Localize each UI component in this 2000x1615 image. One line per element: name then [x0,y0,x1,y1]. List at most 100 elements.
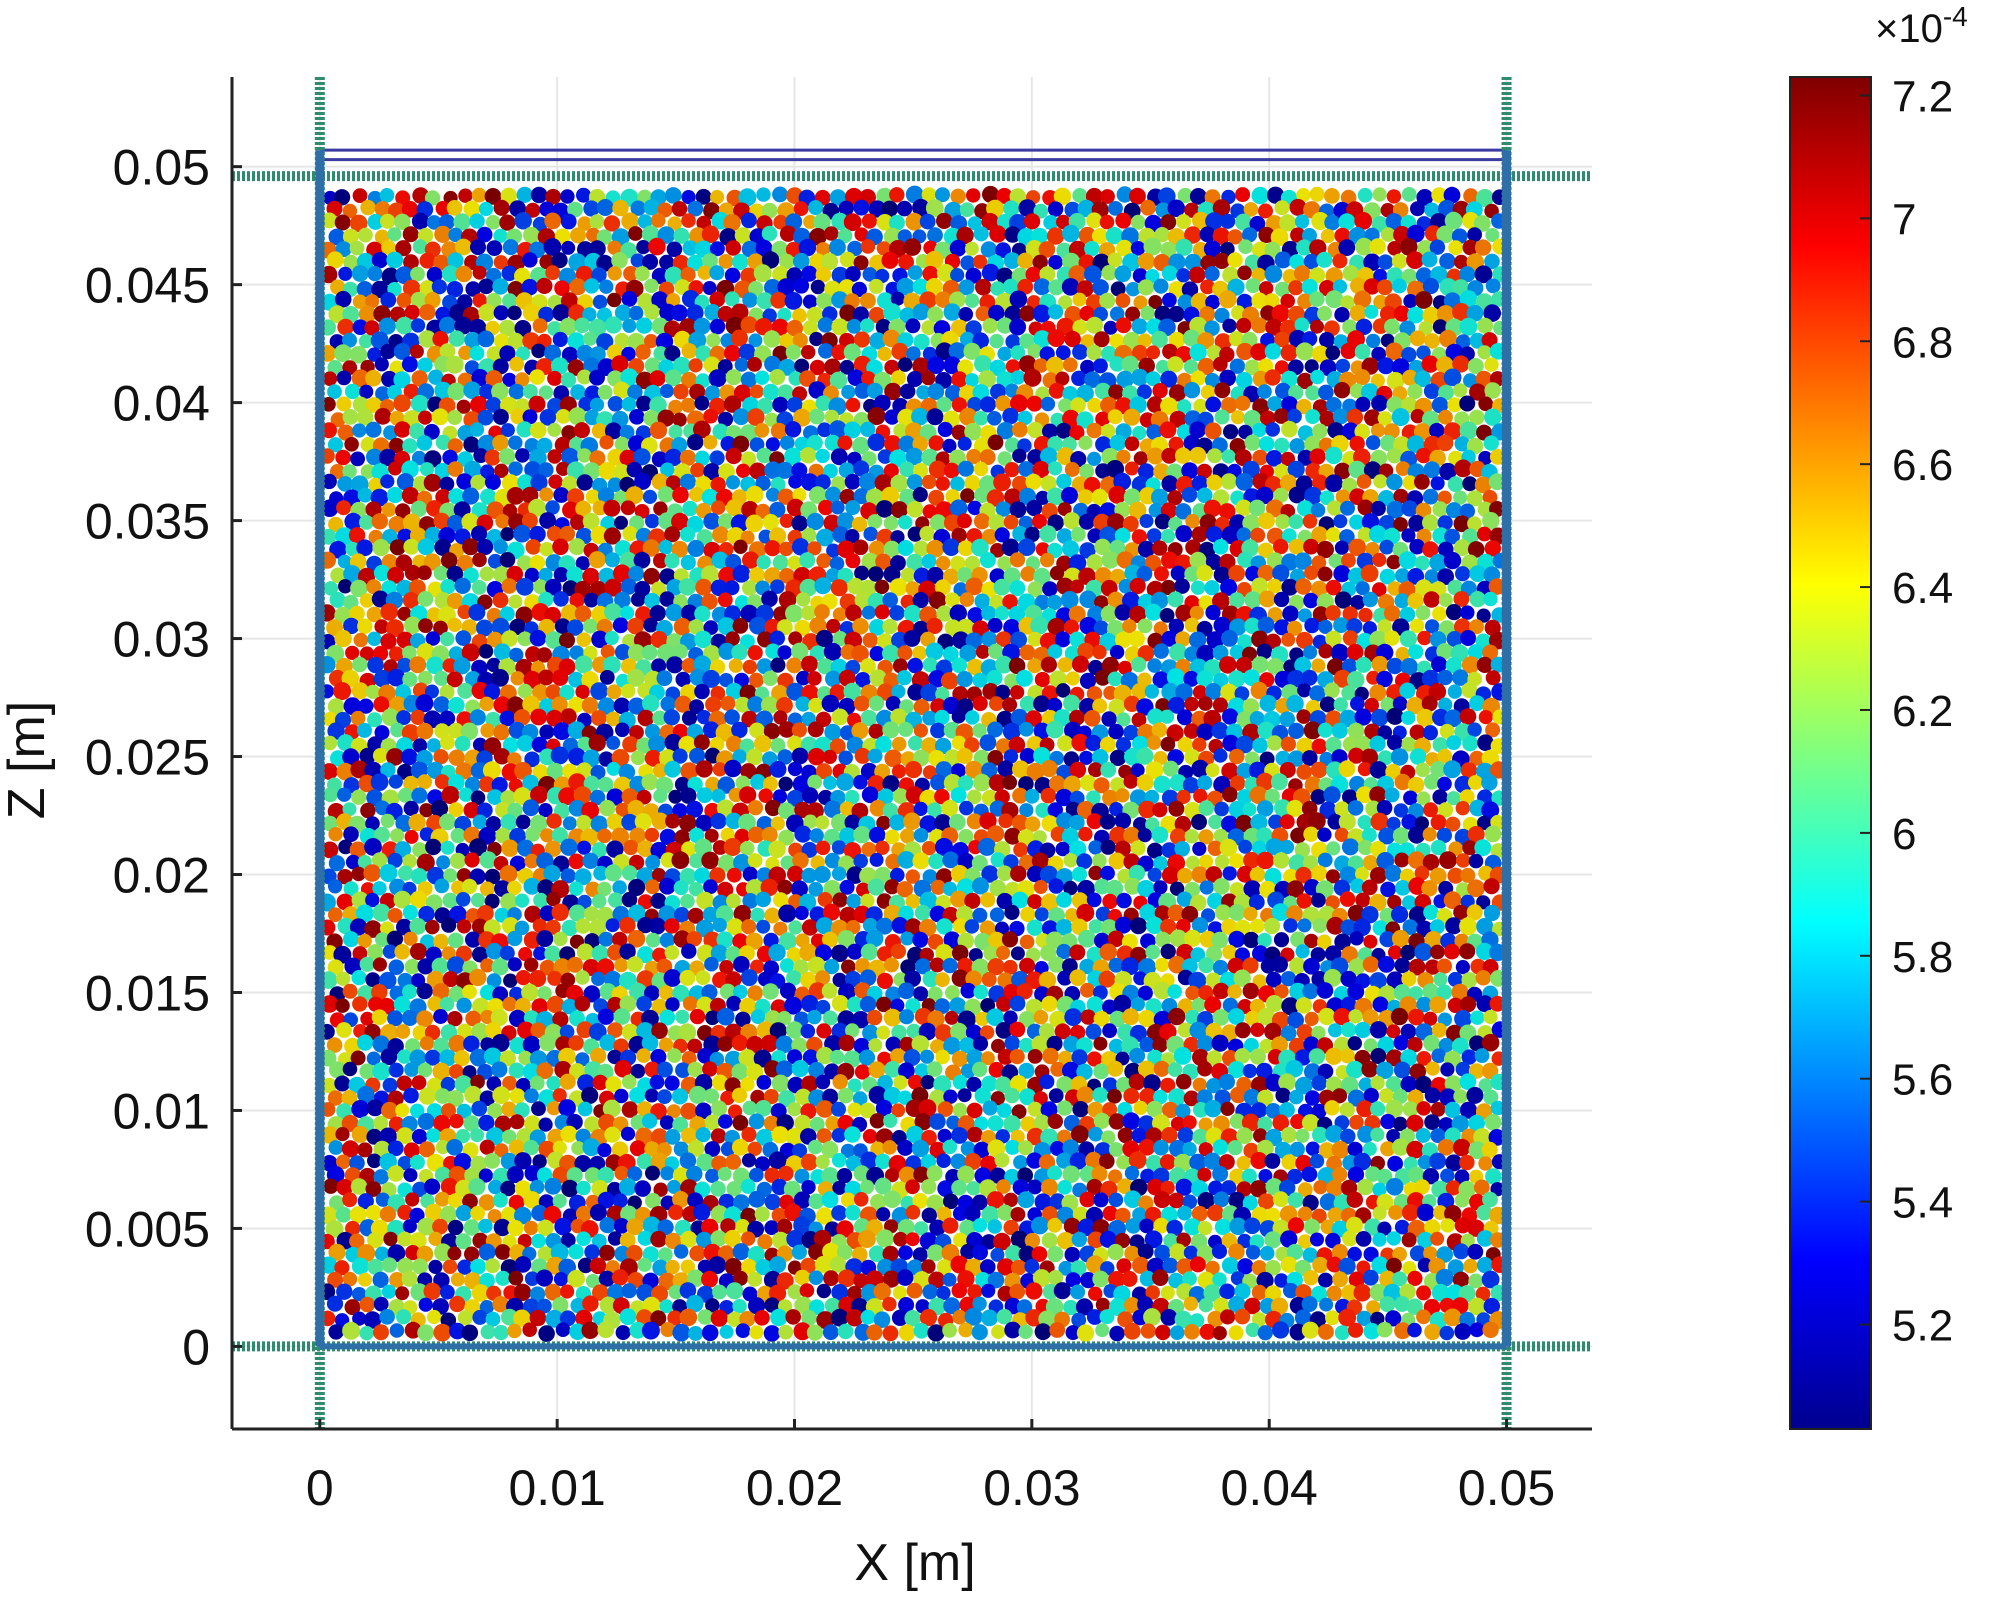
particle [741,212,757,229]
particle [1235,395,1251,411]
particle [644,827,660,843]
particle [1092,644,1107,660]
particle [1062,224,1080,243]
particle [724,344,741,362]
particle [559,632,575,649]
particle [582,307,597,322]
particle [680,397,696,413]
particle [809,253,826,270]
particle [1189,188,1207,205]
particle [868,200,886,218]
particle [959,800,974,816]
particle [394,944,411,960]
particle [921,554,937,569]
particle [943,356,962,375]
particle [352,188,368,204]
particle [447,1011,463,1027]
particle [959,202,975,217]
particle [419,252,436,269]
particle [666,241,683,258]
particle [656,670,673,687]
particle [1302,983,1319,1000]
particle [1185,985,1200,1001]
particle [853,331,871,348]
particle [1174,447,1192,464]
particle [328,827,343,842]
particle [1372,552,1387,568]
particle [906,501,924,518]
particle [588,734,606,752]
particle [1046,356,1064,375]
particle [1091,488,1108,506]
particle [350,451,365,467]
particle [1391,929,1410,948]
particle [863,526,878,542]
particle [358,227,373,243]
particle [448,330,465,347]
particle [1055,371,1070,386]
particle [570,227,586,244]
particle [1004,904,1020,921]
particle [725,369,742,386]
particle [1296,709,1311,724]
particle [1264,293,1280,309]
particle [612,617,629,634]
particle [912,931,929,948]
particle [777,307,792,322]
particle [706,333,721,348]
particle [1273,538,1289,555]
particle [1297,683,1312,698]
particle [628,305,644,321]
particle [357,487,373,503]
particle [1227,984,1242,999]
particle [515,970,532,986]
particles [317,185,1509,1342]
particle [1317,306,1332,321]
particle [1271,304,1290,323]
particle [342,983,358,999]
particle [458,787,473,802]
particle [1213,748,1228,763]
particle [1057,735,1074,752]
particle [973,461,989,477]
particle [1288,514,1304,530]
particle [1130,214,1146,230]
particle [1080,774,1097,792]
particle [913,333,930,350]
particle [1132,268,1148,284]
particle [372,748,388,763]
particle [1154,227,1170,243]
particle [458,345,473,360]
particle [989,333,1004,349]
particle [1394,852,1410,868]
particle [882,329,901,348]
particle [1443,368,1462,387]
particle [1238,239,1253,254]
particle [576,187,591,203]
particle [1237,265,1252,281]
particle [829,371,848,389]
particle [590,710,607,726]
particle [590,682,608,700]
particle [694,395,710,411]
particle [1390,748,1409,766]
particle [1349,304,1367,322]
particle [732,618,749,634]
particle [360,802,376,819]
particle [943,303,961,321]
particle [471,580,487,595]
particle [1297,293,1313,309]
particle [1046,720,1064,739]
particle [1297,918,1312,933]
particle [513,524,531,543]
particle [1040,787,1057,804]
particle [1429,239,1446,255]
particle [881,200,898,218]
particle [1167,199,1186,218]
particle [681,371,698,389]
particle [1297,372,1314,389]
particle [1288,280,1304,296]
particle [1204,320,1220,337]
particle [897,982,915,1000]
particle [1357,815,1373,830]
